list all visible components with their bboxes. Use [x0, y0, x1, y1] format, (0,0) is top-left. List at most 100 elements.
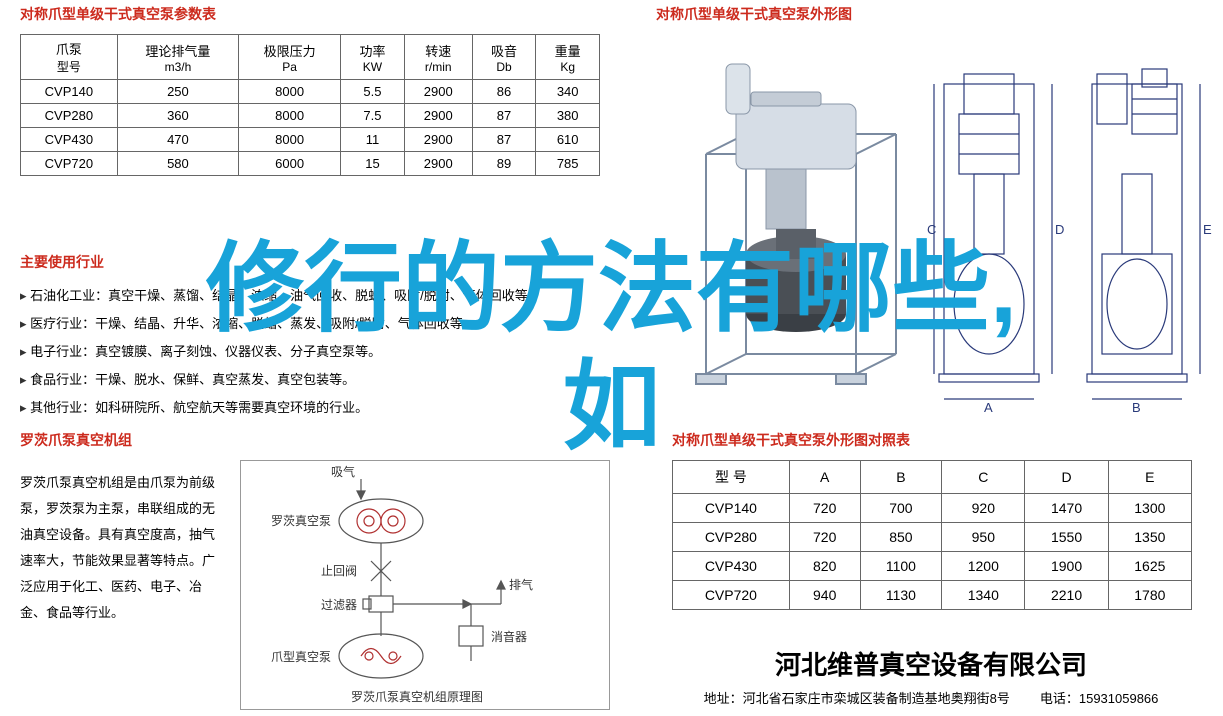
- table-cell: 360: [117, 104, 238, 128]
- table-cell: 720: [789, 494, 860, 523]
- diagram-label-roots: 罗茨真空泵: [271, 514, 331, 528]
- table-cell: 5.5: [341, 80, 405, 104]
- dim-col-header: D: [1025, 461, 1108, 494]
- dim-table-title: 对称爪型单级干式真空泵外形图对照表: [672, 430, 1202, 450]
- table-cell: 87: [472, 128, 536, 152]
- table-cell: 89: [472, 152, 536, 176]
- table-cell: 720: [789, 523, 860, 552]
- table-cell: 86: [472, 80, 536, 104]
- dim-table-section: 对称爪型单级干式真空泵外形图对照表 型 号ABCDE CVP1407207009…: [672, 430, 1202, 610]
- param-table: 爪泵型号理论排气量m3/h极限压力Pa功率KW转速r/min吸音Db重量Kg C…: [20, 34, 600, 176]
- dim-col-header: C: [942, 461, 1025, 494]
- table-cell: 340: [536, 80, 600, 104]
- param-col-header: 吸音Db: [472, 35, 536, 80]
- table-cell: 11: [341, 128, 405, 152]
- param-col-header: 重量Kg: [536, 35, 600, 80]
- table-cell: 2900: [404, 104, 472, 128]
- diagram-label-claw: 爪型真空泵: [271, 650, 331, 664]
- unit-diagram: 吸气 罗茨真空泵 止回阀 过滤器 排气 消音器 爪型真空泵 罗茨爪泵真空机组原理…: [240, 460, 610, 710]
- table-cell: 950: [942, 523, 1025, 552]
- outline-title: 对称爪型单级干式真空泵外形图: [656, 4, 1216, 24]
- table-cell: CVP140: [21, 80, 118, 104]
- outline-section: 对称爪型单级干式真空泵外形图: [656, 4, 1216, 414]
- param-col-header: 爪泵型号: [21, 35, 118, 80]
- table-cell: 6000: [239, 152, 341, 176]
- param-col-header: 功率KW: [341, 35, 405, 80]
- dim-col-header: B: [860, 461, 942, 494]
- outline-images: C D A E B: [656, 34, 1216, 414]
- industry-title: 主要使用行业: [20, 252, 620, 272]
- table-cell: 1100: [860, 552, 942, 581]
- table-cell: 15: [341, 152, 405, 176]
- list-item: 医疗行业：干燥、结晶、升华、浓缩、脱蜡、蒸发、吸附/脱附、气体回收等。: [20, 310, 620, 338]
- table-cell: 1550: [1025, 523, 1108, 552]
- table-cell: 1470: [1025, 494, 1108, 523]
- list-item: 其他行业：如科研院所、航空航天等需要真空环境的行业。: [20, 394, 620, 422]
- param-col-header: 转速r/min: [404, 35, 472, 80]
- table-row: CVP14072070092014701300: [673, 494, 1192, 523]
- table-cell: CVP430: [21, 128, 118, 152]
- table-cell: 1340: [942, 581, 1025, 610]
- table-cell: 87: [472, 104, 536, 128]
- table-cell: 8000: [239, 128, 341, 152]
- company-footer: 河北维普真空设备有限公司 地址：河北省石家庄市栾城区装备制造基地奥翔街8号 电话…: [656, 645, 1206, 707]
- table-cell: 580: [117, 152, 238, 176]
- dim-table-header-row: 型 号ABCDE: [673, 461, 1192, 494]
- table-cell: 820: [789, 552, 860, 581]
- pump-side-drawing-icon: E B: [1072, 54, 1212, 414]
- param-table-section: 对称爪型单级干式真空泵参数表 爪泵型号理论排气量m3/h极限压力Pa功率KW转速…: [20, 4, 620, 176]
- diagram-label-silencer: 消音器: [491, 629, 527, 644]
- table-cell: 7.5: [341, 104, 405, 128]
- list-item: 石油化工业：真空干燥、蒸馏、结晶、浓缩、油气回收、脱蜡、吸附/脱附、气体回收等。: [20, 282, 620, 310]
- industry-list: 石油化工业：真空干燥、蒸馏、结晶、浓缩、油气回收、脱蜡、吸附/脱附、气体回收等。…: [20, 282, 620, 422]
- dim-e: E: [1203, 222, 1212, 237]
- table-cell: 2900: [404, 152, 472, 176]
- table-row: CVP28036080007.5290087380: [21, 104, 600, 128]
- diagram-label-filter: 过滤器: [321, 598, 357, 612]
- table-cell: 1130: [860, 581, 942, 610]
- table-cell: 700: [860, 494, 942, 523]
- diagram-caption: 罗茨爪泵真空机组原理图: [351, 690, 483, 704]
- unit-description: 罗茨爪泵真空机组是由爪泵为前级泵，罗茨泵为主泵，串联组成的无油真空设备。具有真空…: [20, 460, 220, 710]
- table-row: CVP4308201100120019001625: [673, 552, 1192, 581]
- dim-table: 型 号ABCDE CVP14072070092014701300CVP28072…: [672, 460, 1192, 610]
- table-cell: 850: [860, 523, 942, 552]
- company-phone: 电话：15931059866: [1040, 688, 1159, 707]
- company-name: 河北维普真空设备有限公司: [656, 645, 1206, 682]
- table-cell: 1900: [1025, 552, 1108, 581]
- table-cell: 940: [789, 581, 860, 610]
- company-address: 地址：河北省石家庄市栾城区装备制造基地奥翔街8号: [704, 688, 1010, 707]
- diagram-label-exhaust: 排气: [509, 577, 533, 592]
- dim-a: A: [984, 400, 993, 414]
- param-table-header-row: 爪泵型号理论排气量m3/h极限压力Pa功率KW转速r/min吸音Db重量Kg: [21, 35, 600, 80]
- dim-b: B: [1132, 400, 1141, 414]
- table-cell: 2900: [404, 80, 472, 104]
- unit-title: 罗茨爪泵真空机组: [20, 430, 620, 450]
- table-cell: 785: [536, 152, 600, 176]
- table-cell: 610: [536, 128, 600, 152]
- diagram-label-valve: 止回阀: [321, 564, 357, 578]
- table-cell: 8000: [239, 104, 341, 128]
- dim-c: C: [927, 222, 936, 237]
- list-item: 电子行业：真空镀膜、离子刻蚀、仪器仪表、分子真空泵等。: [20, 338, 620, 366]
- param-table-title: 对称爪型单级干式真空泵参数表: [20, 4, 620, 24]
- table-cell: 380: [536, 104, 600, 128]
- table-cell: 470: [117, 128, 238, 152]
- table-cell: 8000: [239, 80, 341, 104]
- table-cell: CVP280: [21, 104, 118, 128]
- unit-section: 罗茨爪泵真空机组 罗茨爪泵真空机组是由爪泵为前级泵，罗茨泵为主泵，串联组成的无油…: [20, 430, 620, 710]
- table-cell: 2900: [404, 128, 472, 152]
- dim-col-header: A: [789, 461, 860, 494]
- table-row: CVP720580600015290089785: [21, 152, 600, 176]
- table-cell: 1350: [1108, 523, 1191, 552]
- table-cell: CVP720: [21, 152, 118, 176]
- diagram-label-intake: 吸气: [331, 464, 355, 479]
- table-cell: 1300: [1108, 494, 1191, 523]
- table-cell: CVP720: [673, 581, 790, 610]
- list-item: 食品行业：干燥、脱水、保鲜、真空蒸发、真空包装等。: [20, 366, 620, 394]
- dim-col-header: E: [1108, 461, 1191, 494]
- table-cell: 250: [117, 80, 238, 104]
- table-cell: CVP280: [673, 523, 790, 552]
- param-col-header: 理论排气量m3/h: [117, 35, 238, 80]
- pump-3d-icon: [656, 44, 916, 414]
